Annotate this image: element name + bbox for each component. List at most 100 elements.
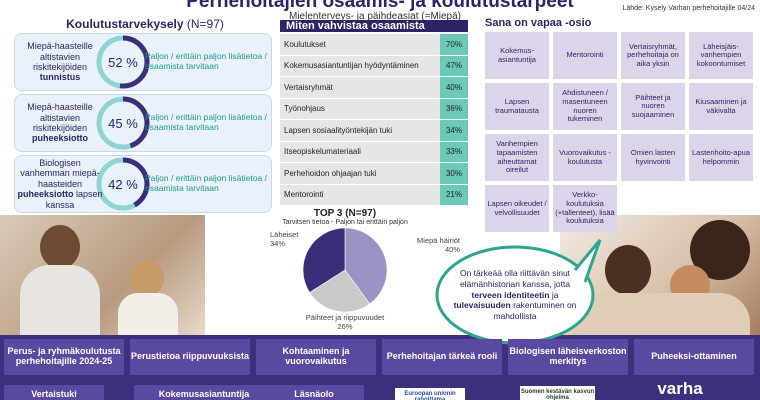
table-title: Miten vahvistaa osaamista xyxy=(280,20,468,32)
free-box: Läheisjäis-vanhempien kokoontumiset xyxy=(689,32,753,79)
free-box: Verkko-koulutuksia (+tallenteet), lisää … xyxy=(553,185,617,232)
photo-left xyxy=(0,215,205,340)
item-text-plain: Miepä-haasteille altistavien riskitekijö… xyxy=(27,41,93,72)
quote-part: terveen identiteetin xyxy=(471,289,550,300)
pie-label: Miepä häiriöt xyxy=(417,236,460,245)
bubble-tail xyxy=(573,239,602,283)
item-note: Paljon / erittäin paljon lisätietoa / os… xyxy=(145,51,267,72)
free-box: Lastenhoito-apua helpommin xyxy=(689,134,753,181)
table-value: 21% xyxy=(440,184,468,205)
banner-item: Perhehoitajan tärkeä rooli xyxy=(382,339,502,375)
table-row: Mentorointi xyxy=(280,184,440,205)
free-box: Kokemus-asiantuntija xyxy=(485,32,549,79)
photo-shape xyxy=(605,245,651,295)
table-row: Lapsen sosiaalityöntekijän tuki xyxy=(280,120,440,141)
item-text-bold: puheeksiotto xyxy=(17,189,74,200)
table-row: Itseopiskelumateriaali xyxy=(280,141,440,162)
pie-subtitle: Tarvitsen tietoa - Paljon tai erittäin p… xyxy=(282,219,408,226)
pie-value: 40% xyxy=(444,245,460,254)
table-value: 70% xyxy=(440,34,468,55)
free-box: Ahdistuneen / masentuneen nuoren tukemin… xyxy=(553,83,617,130)
free-box: Omien lasten hyvinvointi xyxy=(621,134,685,181)
banner-item: Läsnäolo xyxy=(264,385,364,400)
donut-value: 42 % xyxy=(108,176,138,192)
free-box: Mentorointi xyxy=(553,32,617,79)
free-box: Vuorovaikutus -koulutusta xyxy=(553,134,617,181)
table-value: 40% xyxy=(440,77,468,98)
pie-slice xyxy=(302,227,346,293)
photo-shape xyxy=(40,225,80,269)
quote-part: On tärkeää olla riittävän sinut elämänhi… xyxy=(459,268,571,290)
donut-arc xyxy=(122,96,150,149)
table-row: Työnohjaus xyxy=(280,98,440,119)
donut-arc xyxy=(119,35,150,89)
photo-shape xyxy=(20,265,100,340)
logo: varha xyxy=(657,379,703,398)
item-text: Miepä-haasteille altistavien riskitekijö… xyxy=(16,94,104,152)
banner-item: Kohtaaminen ja vuorovaikutus xyxy=(256,339,376,375)
free-box: Lapsen traumatausta xyxy=(485,83,549,130)
banner-item: Vertaistuki xyxy=(4,385,104,400)
table-row: Vertaisryhmät xyxy=(280,77,440,98)
item-card xyxy=(14,33,272,91)
item-text-bold: puheeksiotto xyxy=(31,133,88,144)
pie-value: 26% xyxy=(337,322,353,331)
photo-right xyxy=(560,215,760,340)
logo: Suomen kestävän kasvun ohjelma xyxy=(520,386,595,400)
quote-part: ja xyxy=(551,289,559,300)
item-text-plain: Miepä-haasteille altistavien riskitekijö… xyxy=(27,102,93,133)
table-value: 47% xyxy=(440,55,468,76)
logo: Euroopan unionin rahoittama xyxy=(395,388,465,400)
quote-inner: On tärkeää olla riittävän sinut elämänhi… xyxy=(448,268,582,321)
quote-part: rakentuminen on mahdollista xyxy=(493,300,577,321)
quote: On tärkeää olla riittävän sinut elämänhi… xyxy=(448,262,582,328)
pie-label: Päihteet ja riippuvuudet xyxy=(305,313,385,322)
free-box: Kiusaaminen ja väkivalta xyxy=(689,83,753,130)
table-value: 33% xyxy=(440,141,468,162)
item-card xyxy=(14,155,272,213)
table-value: 36% xyxy=(440,98,468,119)
table-row: Koulutukset xyxy=(280,34,440,55)
photo-shape xyxy=(130,260,164,296)
banner-item: Puheeksi-ottaminen xyxy=(634,339,754,375)
banner-item: Biologisen läheisverkoston merkitys xyxy=(508,339,628,375)
item-text: Biologisen vanhemman miepä-haasteiden pu… xyxy=(16,155,104,213)
pie-title: TOP 3 (N=97) xyxy=(313,208,377,219)
section-title-main: Koulutustarvekysely xyxy=(66,17,184,31)
donut-value: 52 % xyxy=(108,54,138,70)
table-row: Kokemusasiantuntijan hyödyntäminen xyxy=(280,55,440,76)
item-text-inner: Miepä-haasteille altistavien riskitekijö… xyxy=(16,41,104,82)
item-text-inner: Biologisen vanhemman miepä-haasteiden pu… xyxy=(16,158,104,210)
banner-item: Perustietoa riippuvuuksista xyxy=(130,339,250,375)
pie-value: 34% xyxy=(270,239,286,248)
free-box: Lapsen oikeudet / velvollisuudet xyxy=(485,185,549,232)
item-card xyxy=(14,94,272,152)
quote-part: tulevaisuuden xyxy=(453,300,511,311)
banner xyxy=(0,335,760,400)
table-value: 30% xyxy=(440,163,468,184)
table-row: Perhehoidon ohjaajan tuki xyxy=(280,163,440,184)
section-title: Koulutustarvekysely (N=97) xyxy=(20,17,270,31)
section-title-n: (N=97) xyxy=(186,17,224,31)
page-title: Perhehoitajien osaamis- ja koulutustarpe… xyxy=(186,0,574,12)
photo-shape xyxy=(580,293,750,340)
item-text: Miepä-haasteille altistavien riskitekijö… xyxy=(16,33,104,91)
photo-shape xyxy=(118,293,178,340)
section-title: Sana on vapaa -osio xyxy=(485,17,592,29)
item-text-tail: lapsen kanssa xyxy=(45,189,103,210)
item-text-bold: tunnistus xyxy=(39,72,81,83)
subtitle: Mielenterveys- ja päihdeasiat (=Miepä) xyxy=(288,10,462,22)
banner-item: Kokemusasiantuntija xyxy=(134,385,274,400)
free-box: Päihteet ja nuoren suojaaminen xyxy=(621,83,685,130)
pie-label: Läheiset xyxy=(270,230,299,239)
free-box: Vanhempien tapaamisten aiheuttamat oirei… xyxy=(485,134,549,181)
item-note: Paljon / erittäin paljon lisätietoa / os… xyxy=(145,112,267,133)
donut-arc xyxy=(122,157,150,208)
pie-slice xyxy=(344,227,388,305)
item-text-inner: Miepä-haasteille altistavien riskitekijö… xyxy=(16,102,104,143)
table-value: 34% xyxy=(440,120,468,141)
free-box: Vertaisryhmät, perhehoitaja on aika yksi… xyxy=(621,32,685,79)
banner-item: Perus- ja ryhmäkoulutusta perhehoitajill… xyxy=(4,339,124,375)
